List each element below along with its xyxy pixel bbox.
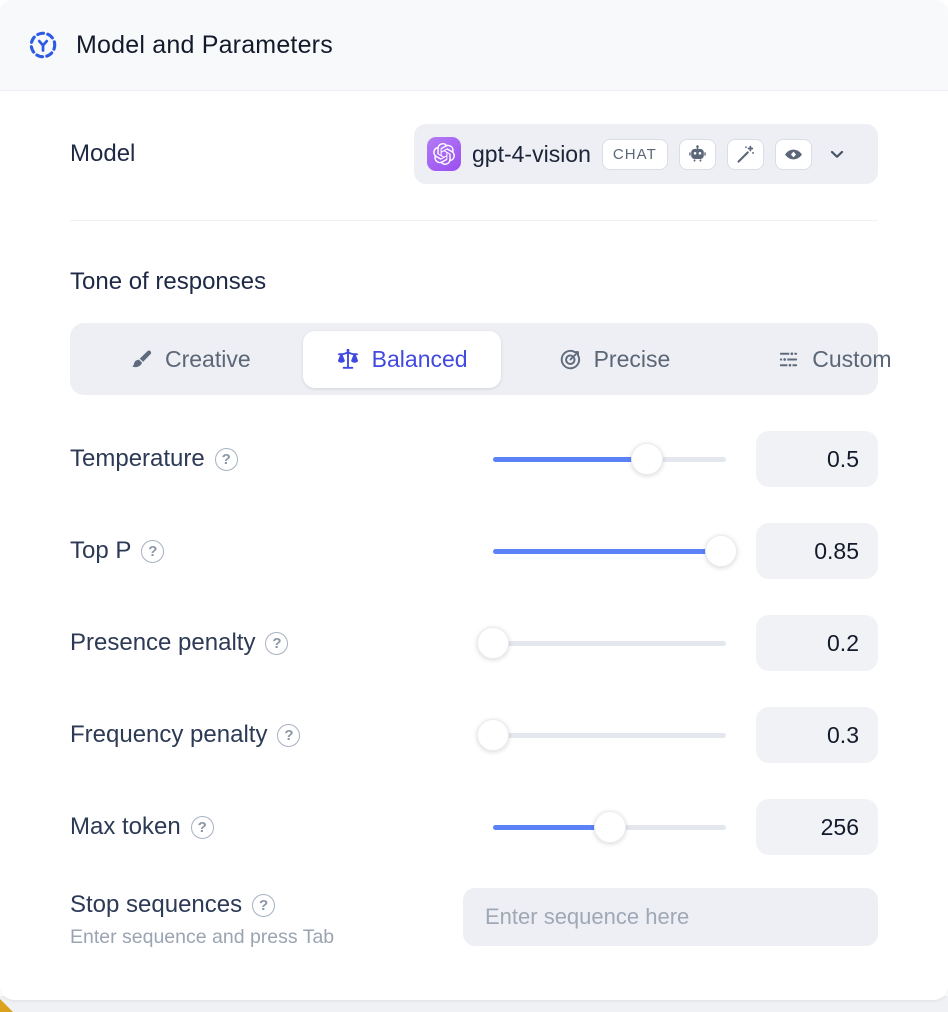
- param-row-top-p: Top P ? 0.85: [70, 523, 878, 579]
- max-token-value[interactable]: 256: [756, 799, 878, 855]
- frequency-penalty-value[interactable]: 0.3: [756, 707, 878, 763]
- corner-accent: [0, 999, 13, 1012]
- stop-sequences-label: Stop sequences: [70, 891, 243, 918]
- param-row-max-token: Max token ? 256: [70, 799, 878, 855]
- slider-thumb[interactable]: [477, 719, 509, 751]
- temperature-slider[interactable]: [493, 442, 726, 476]
- top-p-value[interactable]: 0.85: [756, 523, 878, 579]
- slider-thumb[interactable]: [705, 535, 738, 567]
- tone-option-creative[interactable]: Creative: [104, 331, 277, 388]
- model-hub-icon: [28, 30, 58, 60]
- presence-penalty-value[interactable]: 0.2: [756, 615, 878, 671]
- help-icon[interactable]: ?: [265, 631, 289, 655]
- max-token-slider[interactable]: [493, 810, 726, 844]
- stop-sequence-input[interactable]: [463, 888, 878, 946]
- page-background-strip: [0, 996, 948, 1012]
- sliders-icon: [777, 348, 800, 371]
- help-icon[interactable]: ?: [141, 539, 165, 563]
- slider-thumb[interactable]: [477, 627, 509, 659]
- param-label: Top P: [70, 537, 132, 564]
- slider-thumb[interactable]: [593, 811, 626, 843]
- tone-option-label: Precise: [593, 345, 671, 372]
- tone-heading: Tone of responses: [70, 268, 267, 295]
- stop-sequences-row: Stop sequences ? Enter sequence and pres…: [70, 888, 878, 949]
- scale-icon: [336, 347, 360, 371]
- model-row: Model gpt-4-vision CHAT: [70, 124, 878, 184]
- help-icon[interactable]: ?: [252, 893, 276, 917]
- param-label: Presence penalty: [70, 629, 256, 656]
- param-label: Frequency penalty: [70, 721, 268, 748]
- param-label: Max token: [70, 813, 181, 840]
- tone-segmented-control: Creative Balanced: [70, 323, 892, 395]
- help-icon[interactable]: ?: [190, 815, 214, 839]
- presence-penalty-slider[interactable]: [477, 626, 726, 660]
- tone-option-custom[interactable]: Custom: [751, 331, 917, 388]
- tone-option-precise[interactable]: Precise: [533, 331, 697, 388]
- slider-fill: [493, 456, 647, 462]
- section-divider: [70, 220, 878, 221]
- bot-icon: [678, 138, 716, 170]
- panel-header: Model and Parameters: [0, 0, 948, 91]
- target-arrow-icon: [559, 348, 582, 371]
- temperature-value[interactable]: 0.5: [756, 431, 878, 487]
- help-icon[interactable]: ?: [277, 723, 301, 747]
- model-label: Model: [70, 140, 136, 167]
- slider-fill: [493, 824, 610, 830]
- panel-body: Model gpt-4-vision CHAT: [0, 124, 948, 949]
- chevron-down-icon: [826, 143, 848, 165]
- slider-track[interactable]: [493, 640, 726, 646]
- wand-sparkles-icon: [726, 138, 764, 170]
- page-title: Model and Parameters: [76, 30, 333, 59]
- param-row-frequency-penalty: Frequency penalty ? 0.3: [70, 707, 878, 763]
- slider-track[interactable]: [493, 732, 726, 738]
- selected-model-name: gpt-4-vision: [472, 140, 591, 167]
- model-select-dropdown[interactable]: gpt-4-vision CHAT: [414, 124, 878, 184]
- tone-option-label: Custom: [812, 345, 892, 372]
- tone-option-balanced[interactable]: Balanced: [302, 330, 501, 388]
- param-row-presence-penalty: Presence penalty ? 0.2: [70, 615, 878, 671]
- top-p-slider[interactable]: [493, 534, 738, 568]
- param-row-temperature: Temperature ? 0.5: [70, 431, 878, 487]
- tone-option-label: Creative: [165, 345, 251, 372]
- model-type-badge: CHAT: [601, 138, 668, 170]
- paintbrush-icon: [130, 348, 153, 371]
- slider-fill: [493, 548, 722, 554]
- help-icon[interactable]: ?: [214, 447, 238, 471]
- openai-logo-icon: [427, 137, 461, 171]
- slider-thumb[interactable]: [630, 443, 663, 475]
- frequency-penalty-slider[interactable]: [477, 718, 726, 752]
- vision-eye-icon: [774, 138, 812, 170]
- param-label: Temperature: [70, 445, 205, 472]
- tone-option-label: Balanced: [371, 345, 468, 372]
- stop-sequences-helper: Enter sequence and press Tab: [70, 926, 335, 948]
